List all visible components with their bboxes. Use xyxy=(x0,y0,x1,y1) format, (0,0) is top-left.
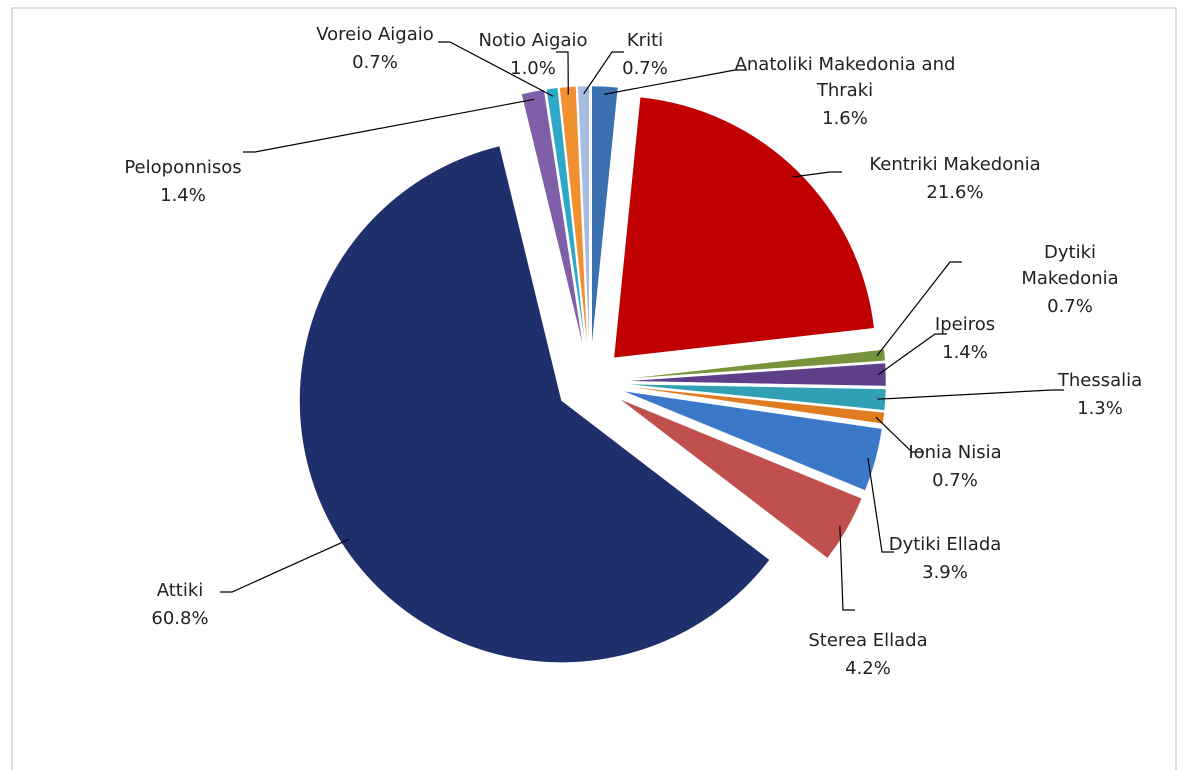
pie-slice xyxy=(623,349,886,380)
leader-line xyxy=(875,416,924,453)
slice-value-label: 1.4% xyxy=(160,185,206,206)
slice-value-label: 0.7% xyxy=(352,52,398,73)
slice-label: Anatoliki Makedonia and Thraki xyxy=(734,54,956,101)
slice-label: Ipeiros xyxy=(934,314,996,335)
pie-slice xyxy=(613,96,875,359)
slice-value-label: 1.4% xyxy=(942,342,988,363)
pie-slice xyxy=(299,145,770,663)
slice-value-label: 1.6% xyxy=(822,108,868,129)
slice-value-label: 0.7% xyxy=(622,58,668,79)
slice-value-label: 1.0% xyxy=(510,58,556,79)
leader-line xyxy=(220,538,349,593)
leader-line xyxy=(243,98,535,153)
slice-value-label: 21.6% xyxy=(926,182,984,203)
slice-value-label: 0.7% xyxy=(932,470,978,491)
slice-label: Dytiki Ellada xyxy=(888,534,1002,555)
slice-label: Attiki xyxy=(156,580,204,601)
chart-frame xyxy=(11,7,1177,770)
leader-line xyxy=(876,261,962,357)
slice-value-label: 60.8% xyxy=(151,608,209,629)
slice-label: Ionia Nisia xyxy=(908,442,1002,463)
slice-label: Kentriki Makedonia xyxy=(869,154,1041,175)
pie-slice xyxy=(622,390,883,491)
leader-line xyxy=(604,69,747,95)
slice-value-label: 3.9% xyxy=(922,562,968,583)
leader-line xyxy=(438,41,554,97)
leader-line xyxy=(556,51,569,95)
leader-line xyxy=(877,333,947,376)
leader-line xyxy=(583,51,624,95)
slice-label: Kriti xyxy=(626,30,664,51)
slice-label: Peloponnisos xyxy=(124,157,242,178)
pie-slice xyxy=(619,398,863,559)
pie-slice xyxy=(591,85,619,349)
slice-label: Dytiki Makedonia xyxy=(1021,242,1119,289)
leader-line xyxy=(792,171,842,178)
slice-value-label: 0.7% xyxy=(1047,296,1093,317)
pie-slice xyxy=(623,362,887,387)
slice-label: Notio Aigaio xyxy=(478,30,588,51)
pie-slice xyxy=(545,87,586,349)
leader-line xyxy=(867,457,894,553)
slice-label: Voreio Aigaio xyxy=(316,24,434,45)
slice-value-label: 1.3% xyxy=(1077,398,1123,419)
slice-value-label: 4.2% xyxy=(845,658,891,679)
leader-line xyxy=(839,525,855,611)
slice-label: Sterea Ellada xyxy=(808,630,928,651)
pie-slice xyxy=(521,89,584,349)
pie-slice xyxy=(623,383,887,411)
slice-label: Thessalia xyxy=(1057,370,1143,391)
leader-line xyxy=(877,389,1064,400)
